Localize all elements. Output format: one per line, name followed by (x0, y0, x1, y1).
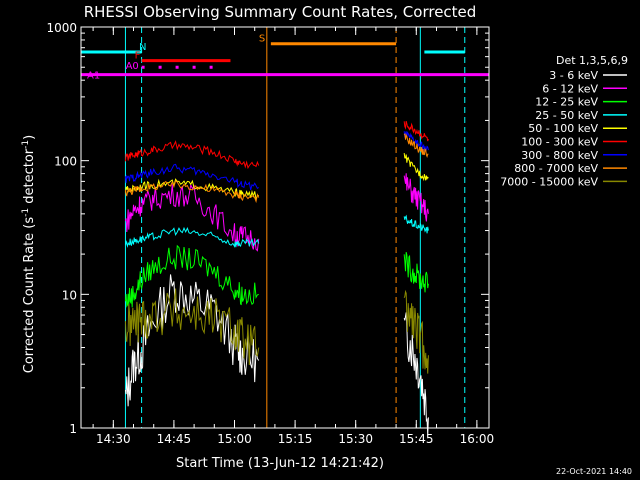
annotation-label-a1: A1 (87, 71, 100, 82)
series-line-2-b (403, 251, 429, 293)
y-axis-label: Corrected Count Rate (s-1 detector-1) (21, 135, 37, 373)
legend-label: 7000 - 15000 keV (500, 175, 598, 188)
series-line-5-a (124, 140, 260, 170)
series-line-4-b (403, 152, 429, 182)
plot-frame (80, 26, 490, 429)
x-tick-label: 14:30 (96, 432, 131, 446)
x-tick-label: 16:00 (460, 432, 495, 446)
series-line-2-a (124, 244, 259, 308)
legend-label: 12 - 25 keV (535, 96, 598, 109)
series-line-8-a (124, 288, 260, 366)
footer-timestamp: 22-Oct-2021 14:40 (556, 467, 632, 476)
chart-title: RHESSI Observing Summary Count Rates, Co… (84, 3, 477, 21)
legend-title: Det 1,3,5,6,9 (556, 54, 628, 67)
x-axis-label: Start Time (13-Jun-12 14:21:42) (176, 456, 384, 471)
series-line-5-b (403, 120, 429, 142)
series-line-8-b (403, 289, 429, 374)
annotation-label-a0: A0 (126, 61, 139, 72)
legend-label: 800 - 7000 keV (514, 162, 598, 175)
chart-marks: N S FA0 A1 (81, 27, 489, 436)
y-tick-label: 10 (62, 288, 77, 302)
x-tick-label: 15:00 (217, 432, 252, 446)
series-line-3-b (403, 214, 429, 234)
series-line-0-a (124, 274, 260, 407)
annotation-label-f: F (135, 51, 141, 62)
legend-label: 25 - 50 keV (535, 109, 598, 122)
x-tick-label: 15:15 (278, 432, 313, 446)
y-tick-label: 100 (54, 155, 77, 169)
x-tick-label: 14:45 (157, 432, 192, 446)
legend-label: 50 - 100 keV (528, 122, 598, 135)
legend-label: 3 - 6 keV (549, 69, 598, 82)
y-tick-label: 1000 (46, 21, 77, 35)
annotation-label-s: S (259, 34, 265, 45)
axes: 1 10 100 1000 14:30 14:45 15:00 15:15 15:30 15:45… (46, 21, 494, 446)
series-line-1-a (124, 183, 260, 252)
y-tick-label: 1 (69, 422, 77, 436)
series-line-1-b (403, 173, 429, 222)
annotation-label-n: N (139, 42, 146, 53)
series-line-3-a (124, 226, 260, 249)
series-line-7-a (124, 180, 260, 204)
series-line-7-b (403, 132, 429, 158)
legend-label: 300 - 800 keV (521, 149, 598, 162)
legend-label: 6 - 12 keV (542, 82, 598, 95)
series-line-6-a (124, 163, 260, 191)
x-tick-label: 15:45 (399, 432, 434, 446)
series-line-0-b (403, 312, 429, 436)
legend-label: 100 - 300 keV (521, 136, 598, 149)
x-tick-label: 15:30 (338, 432, 373, 446)
